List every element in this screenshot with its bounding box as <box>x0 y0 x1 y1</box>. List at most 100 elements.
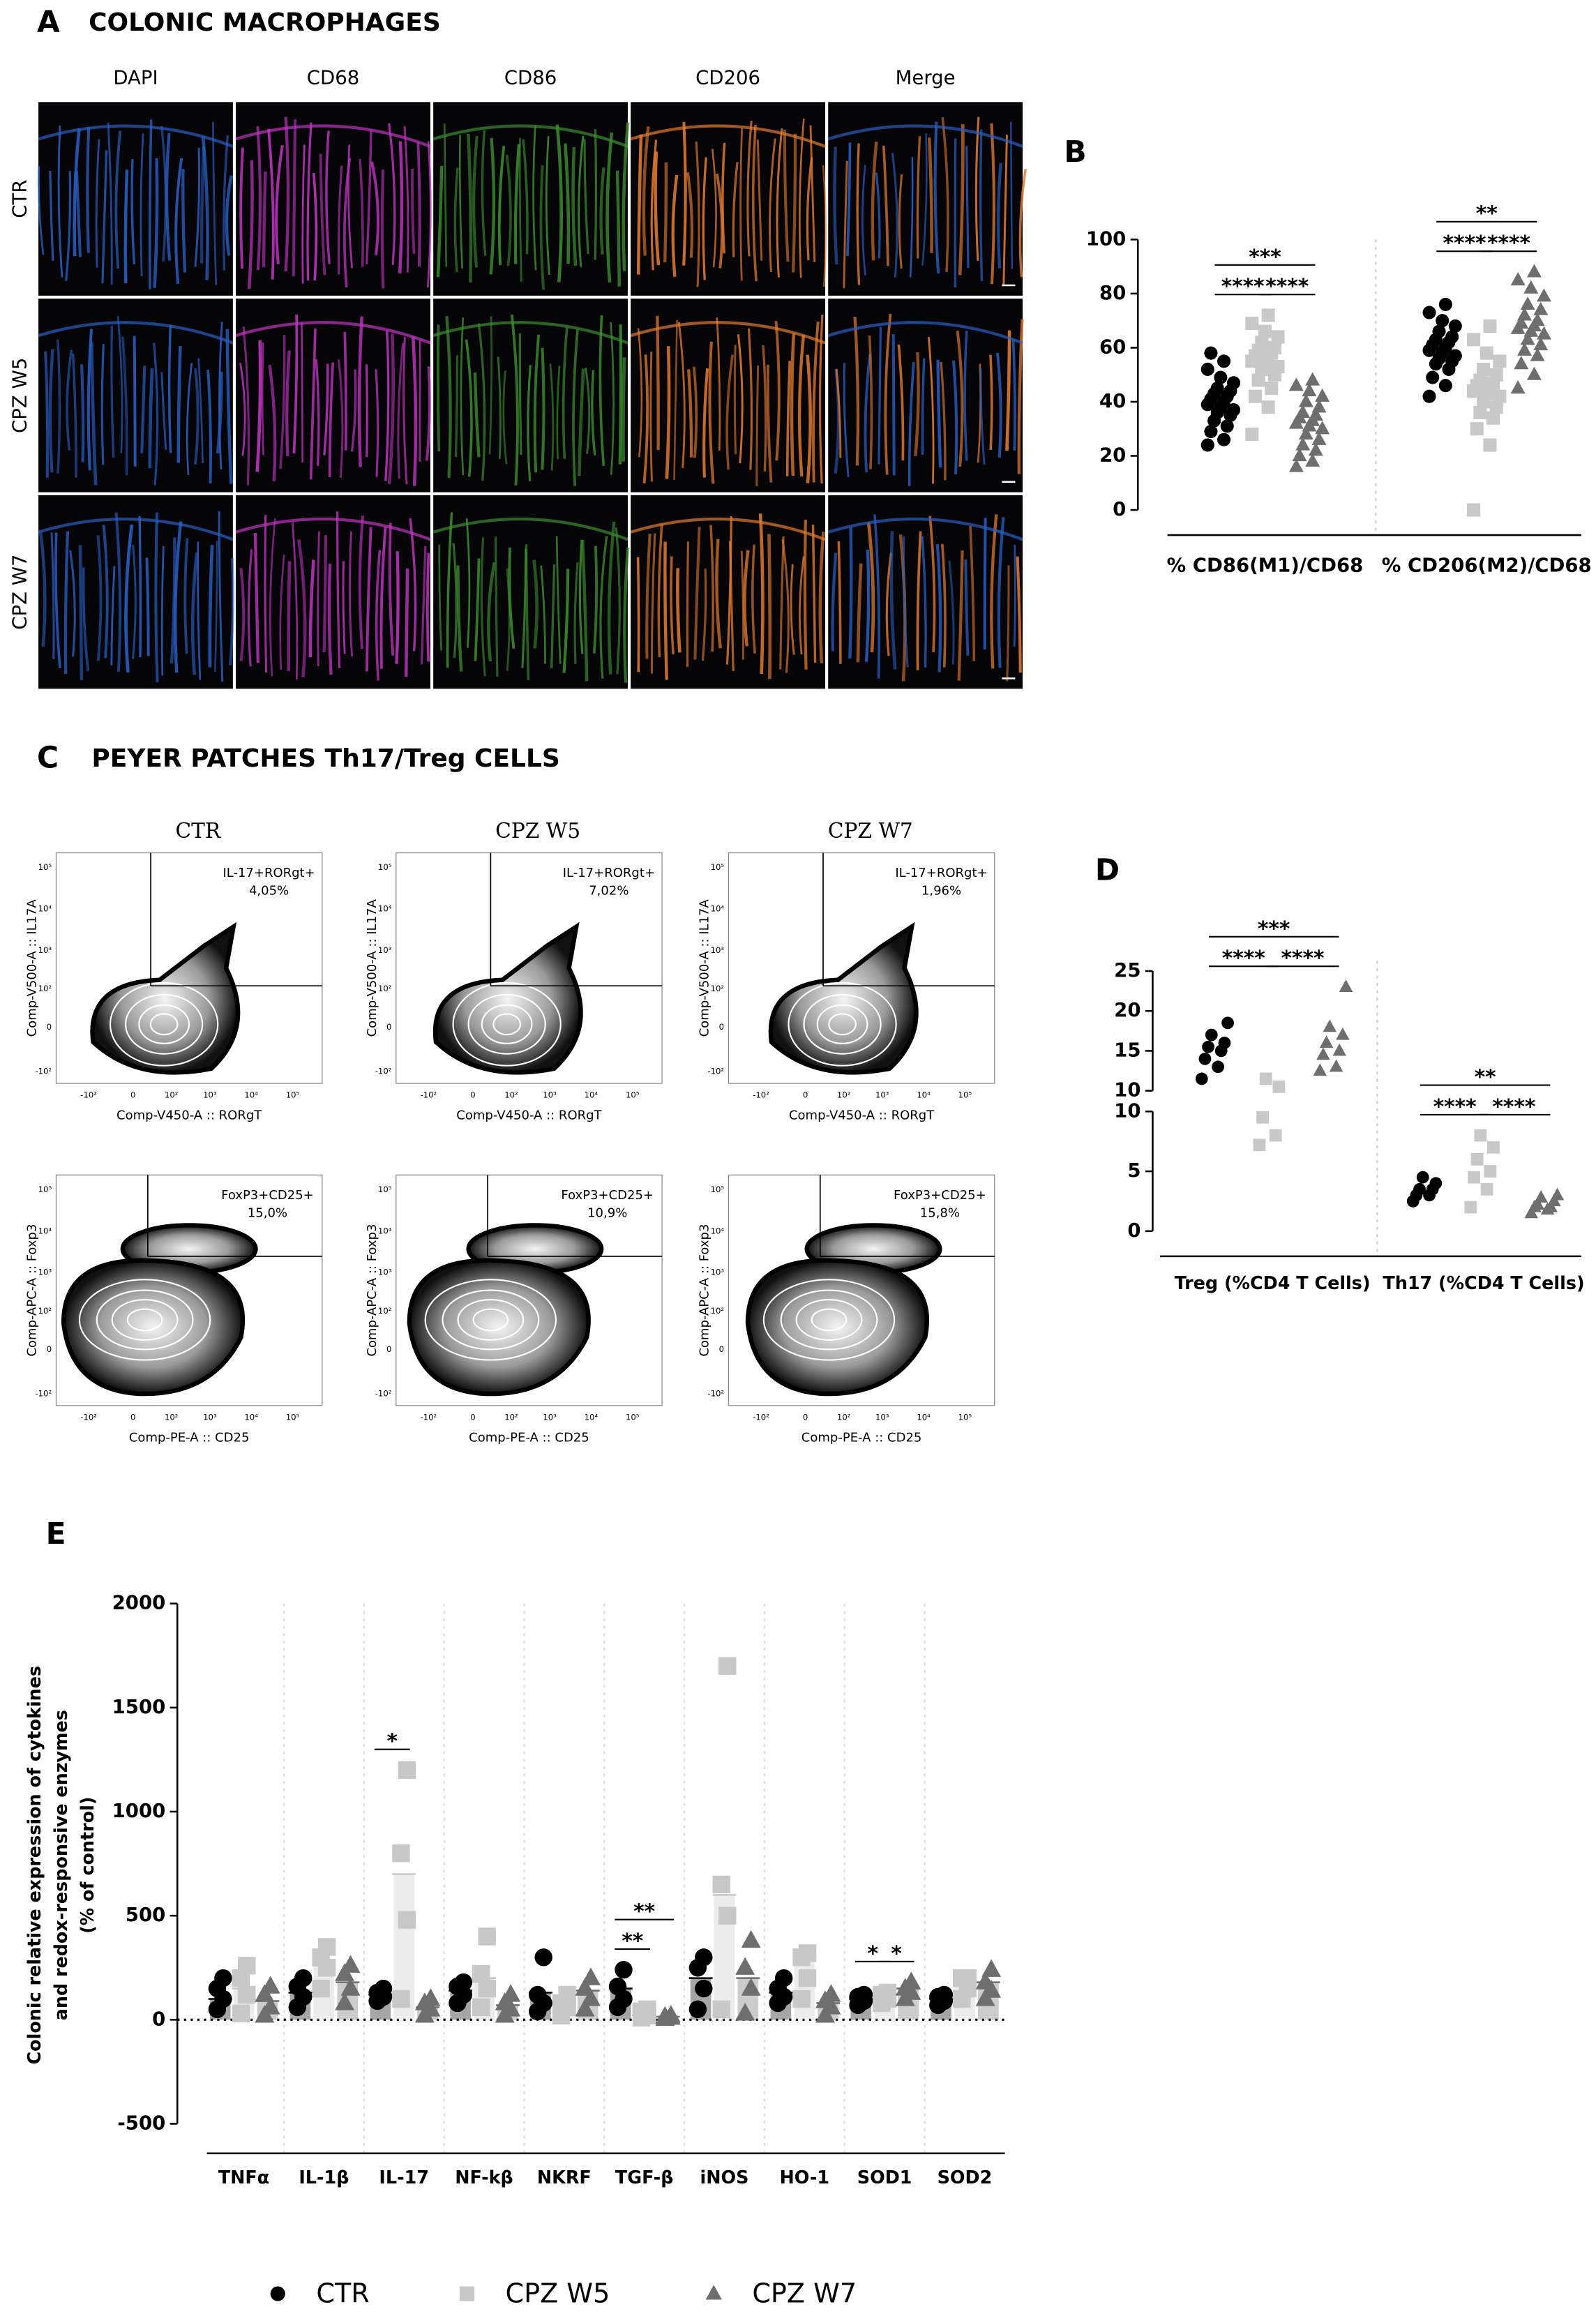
tissue-crypt <box>871 141 878 261</box>
flow-x-tick: 10³ <box>543 1090 557 1099</box>
tissue-crypt <box>936 359 942 468</box>
tissue-crypt <box>645 533 652 659</box>
tissue-crypt <box>65 171 72 281</box>
tissue-crypt <box>349 531 354 657</box>
tissue-crypt <box>599 167 605 255</box>
tissue-crypt <box>255 340 262 472</box>
flow-contour <box>481 1004 533 1044</box>
data-point <box>1308 407 1323 421</box>
tissue-crypt <box>197 541 202 680</box>
tissue-crypt <box>979 368 986 465</box>
tissue-crypt <box>338 359 344 479</box>
tissue-crypt <box>518 137 522 283</box>
data-point <box>392 1844 410 1863</box>
flow-contour <box>816 1004 868 1044</box>
flow-contour <box>795 1299 863 1341</box>
tissue-crypt <box>49 170 54 261</box>
tissue-crypt <box>774 321 781 461</box>
tissue-crypt <box>990 123 995 285</box>
tissue-crypt <box>927 137 933 253</box>
tissue-crypt <box>902 536 909 668</box>
tissue-crypt <box>746 121 753 257</box>
x-category-label: HO-1 <box>780 2167 830 2188</box>
tissue-crypt <box>347 144 354 269</box>
tissue-crypt <box>480 537 486 677</box>
tissue-crypt <box>402 337 408 485</box>
flow-x-tick: 10³ <box>875 1090 889 1099</box>
tissue-crypt <box>550 564 556 668</box>
data-point <box>695 1979 713 1998</box>
data-point <box>1480 346 1493 360</box>
tissue-crypt <box>803 520 808 670</box>
data-point <box>312 1979 330 1998</box>
tissue-crypt <box>323 363 329 456</box>
tissue-crypt <box>898 174 903 269</box>
data-point <box>901 1971 921 1990</box>
tissue-crypt <box>935 543 942 672</box>
flow-contour <box>457 1299 525 1341</box>
tissue-crypt <box>751 544 756 654</box>
data-point <box>1483 319 1497 333</box>
tissue-crypt <box>878 326 882 465</box>
flow-contour <box>811 1308 848 1332</box>
tissue-crypt <box>110 566 116 666</box>
tissue-crypt <box>90 341 98 486</box>
data-point <box>238 1957 256 1975</box>
tissue-crypt <box>379 526 387 669</box>
tissue-crypt <box>671 174 679 277</box>
data-point <box>1253 1138 1266 1152</box>
tissue-crypt <box>581 539 589 682</box>
data-point <box>1298 393 1313 407</box>
tissue-crypt <box>216 371 223 454</box>
tissue-crypt <box>657 524 663 658</box>
tissue-crypt <box>123 170 129 284</box>
tissue-crypt <box>506 568 511 671</box>
flow-y-tick: -10² <box>707 1067 724 1076</box>
flow-y-label: Comp-V500-A :: IL17A <box>365 898 379 1037</box>
data-point <box>1319 1035 1334 1048</box>
data-point <box>1212 1060 1224 1074</box>
flow-contour <box>492 1013 521 1036</box>
legend-marker <box>705 2285 722 2300</box>
data-point <box>1261 308 1275 322</box>
x-category-label: % CD206(M2)/CD68 <box>1382 555 1592 577</box>
tissue-crypt <box>747 328 753 470</box>
tissue-crypt <box>194 147 201 267</box>
flow-contour <box>125 993 204 1055</box>
data-point <box>1477 362 1491 376</box>
flow-y-tick: 10⁴ <box>378 1226 392 1235</box>
tissue-crypt <box>200 146 206 264</box>
tissue-crypt <box>996 163 1002 269</box>
gate-percent: 1,96% <box>921 884 961 898</box>
flow-contour <box>96 1289 194 1351</box>
data-point <box>1474 1129 1487 1142</box>
tissue-crypt <box>610 322 615 475</box>
significance-label: *** <box>1249 244 1281 269</box>
data-point <box>1514 315 1529 329</box>
tissue-crypt <box>365 527 372 672</box>
data-point <box>1484 1165 1497 1178</box>
tissue-crypt <box>541 347 545 470</box>
data-point <box>575 1999 595 2017</box>
flow-y-tick: 0 <box>47 1344 52 1354</box>
data-point <box>1202 1040 1214 1053</box>
tissue-crypt <box>206 369 212 483</box>
tissue-crypt <box>732 162 739 257</box>
tissue-crypt <box>676 568 682 653</box>
data-point <box>1464 1201 1477 1214</box>
tissue-crypt <box>100 344 105 465</box>
flow-contour <box>803 993 882 1055</box>
tissue-crypt <box>472 135 479 268</box>
data-point <box>1267 340 1281 354</box>
tissue-crypt <box>921 133 928 266</box>
significance-label: * <box>867 1941 878 1965</box>
tissue-crypt <box>474 558 481 661</box>
data-point <box>238 1985 256 2004</box>
tissue-crypt <box>319 153 326 276</box>
flow-x-tick: 10³ <box>203 1412 217 1422</box>
data-point <box>1523 280 1539 294</box>
tissue-crypt <box>107 122 113 285</box>
data-point <box>214 1969 232 1987</box>
tissue-crypt <box>505 154 512 266</box>
